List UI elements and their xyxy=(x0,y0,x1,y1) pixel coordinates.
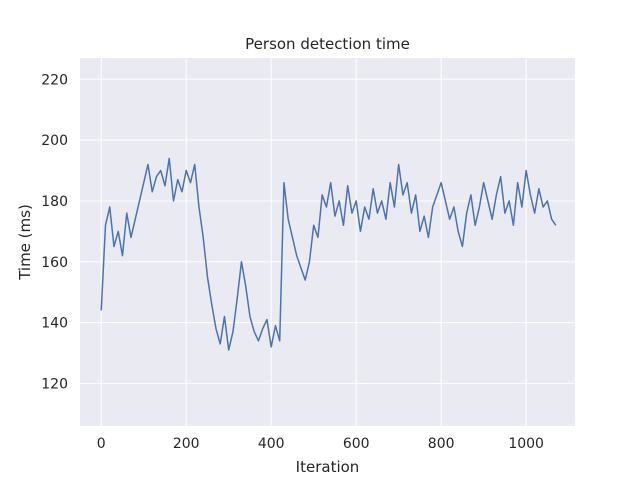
y-tick-label: 180 xyxy=(41,194,68,210)
x-tick-label: 600 xyxy=(343,436,370,452)
y-axis-label: Time (ms) xyxy=(16,204,34,281)
chart-title: Person detection time xyxy=(245,35,410,53)
y-tick-label: 160 xyxy=(41,255,68,271)
grid xyxy=(80,58,575,426)
tick-labels: 0 200 400 600 800 1000 120 140 160 180 200 220 xyxy=(41,72,544,452)
y-tick-label: 220 xyxy=(41,72,68,88)
y-tick-label: 200 xyxy=(41,133,68,149)
x-tick-label: 400 xyxy=(258,436,285,452)
x-tick-label: 1000 xyxy=(508,436,544,452)
y-tick-label: 120 xyxy=(41,376,68,392)
series-line-0 xyxy=(100,157,557,351)
x-axis-label: Iteration xyxy=(296,458,360,476)
x-tick-label: 800 xyxy=(428,436,455,452)
y-tick-label: 140 xyxy=(41,316,68,332)
plot-area xyxy=(80,58,575,426)
series-lines xyxy=(100,157,557,351)
x-tick-label: 200 xyxy=(173,436,200,452)
x-tick-label: 0 xyxy=(97,436,106,452)
